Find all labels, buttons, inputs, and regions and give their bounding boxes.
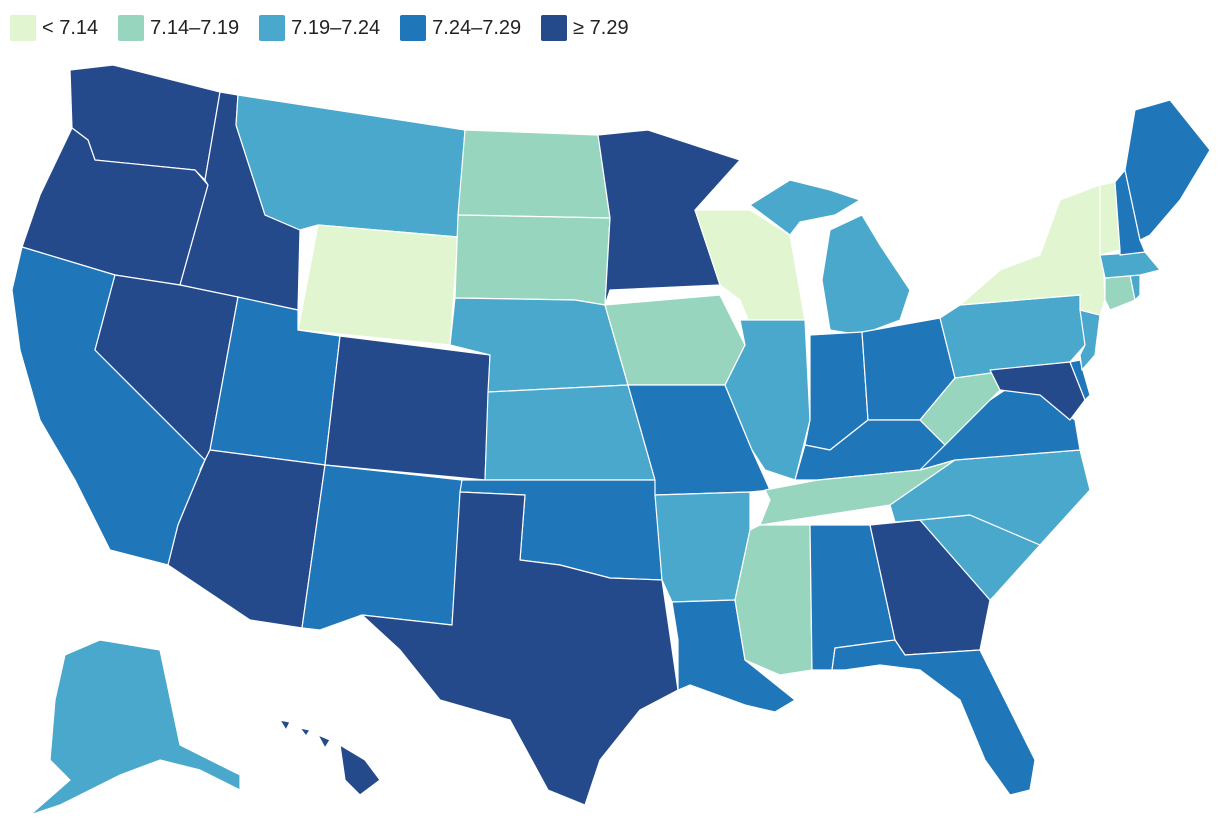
state-nd[interactable] — [457, 129, 611, 219]
legend-label: ≥ 7.29 — [573, 16, 629, 39]
state-ks[interactable] — [484, 384, 656, 481]
legend-item: < 7.14 — [10, 15, 98, 41]
legend: < 7.14 7.14–7.19 7.19–7.24 7.24–7.29 ≥ 7… — [10, 12, 649, 44]
state-ak[interactable] — [29, 639, 241, 816]
legend-swatch — [541, 15, 568, 41]
state-il[interactable] — [724, 319, 811, 481]
state-me[interactable] — [1124, 99, 1211, 241]
legend-item: 7.19–7.24 — [259, 15, 380, 41]
state-sd[interactable] — [454, 214, 611, 306]
state-wy[interactable] — [297, 224, 459, 346]
state-ma[interactable] — [1099, 251, 1161, 279]
legend-swatch — [10, 15, 36, 41]
state-de[interactable] — [1069, 359, 1091, 401]
legend-swatch — [118, 15, 145, 41]
state-co[interactable] — [324, 335, 491, 481]
state-ia[interactable] — [604, 294, 746, 386]
state-tx[interactable] — [361, 491, 679, 806]
legend-label: < 7.14 — [42, 16, 99, 39]
legend-swatch — [400, 15, 427, 41]
legend-label: 7.24–7.29 — [432, 16, 522, 39]
state-hi[interactable] — [279, 719, 381, 796]
legend-item: 7.14–7.19 — [118, 15, 239, 41]
legend-item: 7.24–7.29 — [400, 15, 521, 41]
state-mi-up[interactable] — [749, 179, 861, 236]
state-fl[interactable] — [831, 639, 1036, 796]
state-mt[interactable] — [235, 94, 466, 238]
legend-label: 7.14–7.19 — [150, 16, 240, 39]
state-ny[interactable] — [959, 184, 1106, 316]
state-mi[interactable] — [821, 214, 911, 336]
legend-label: 7.19–7.24 — [291, 16, 381, 39]
legend-item: ≥ 7.29 — [541, 15, 629, 41]
state-nm[interactable] — [301, 464, 463, 631]
state-ar[interactable] — [654, 491, 751, 603]
state-ms[interactable] — [734, 524, 813, 676]
legend-swatch — [259, 15, 286, 41]
